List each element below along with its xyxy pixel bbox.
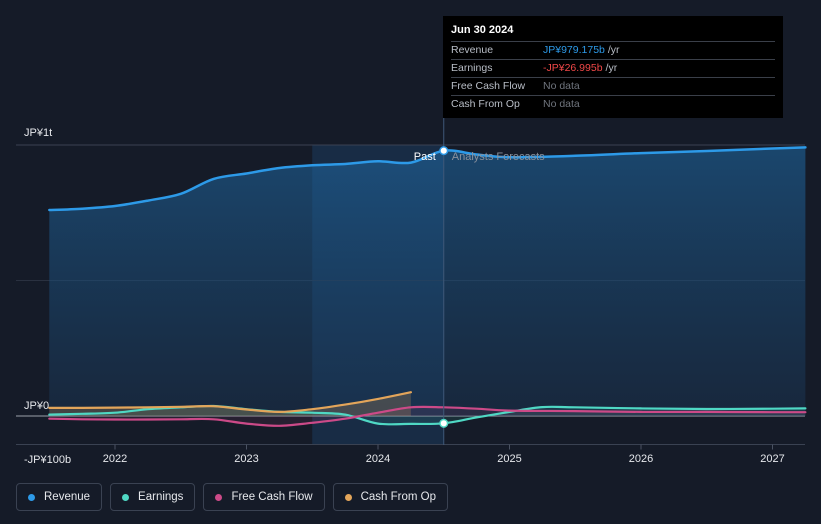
revenue-dot-icon xyxy=(28,493,35,501)
x-tick-label: 2023 xyxy=(234,453,258,465)
earnings-marker xyxy=(439,418,449,428)
legend-item-cash-from-op[interactable]: Cash From Op xyxy=(332,483,449,511)
tooltip-row-revenue: Revenue JP¥979.175b /yr xyxy=(451,41,775,59)
y-axis-labels: JP¥1t JP¥0 -JP¥100b xyxy=(24,127,71,466)
series-areas xyxy=(49,147,806,426)
tooltip-value: No data xyxy=(543,80,580,92)
legend-item-earnings[interactable]: Earnings xyxy=(110,483,196,511)
tooltip-unit: /yr xyxy=(607,44,620,56)
series-lines xyxy=(48,146,807,427)
x-tick-label: 2024 xyxy=(366,453,390,465)
tooltip-value: -JP¥26.995b xyxy=(543,62,603,74)
tooltip-label: Free Cash Flow xyxy=(451,80,526,92)
x-tick-label: 2027 xyxy=(760,453,784,465)
earnings-dot-icon xyxy=(122,493,130,501)
cash-from-op-dot-icon xyxy=(344,493,352,501)
past-label: Past xyxy=(414,151,436,163)
hover-markers xyxy=(439,146,449,428)
y-tick-label: -JP¥100b xyxy=(24,454,71,466)
legend-label: Cash From Op xyxy=(360,491,437,503)
tooltip-value: JP¥979.175b xyxy=(543,44,605,56)
x-tick-label: 2022 xyxy=(103,453,127,465)
legend-label: Earnings xyxy=(138,491,184,503)
legend-item-free-cash-flow[interactable]: Free Cash Flow xyxy=(203,483,325,511)
cash-from-op-line xyxy=(48,391,412,414)
tooltip-value: No data xyxy=(543,98,580,110)
revenue-line xyxy=(48,146,807,212)
tooltip-label: Earnings xyxy=(451,62,493,74)
tooltip-label: Revenue xyxy=(451,44,494,56)
y-tick-label: JP¥1t xyxy=(24,127,52,139)
legend: Revenue Earnings Free Cash Flow Cash Fro… xyxy=(16,483,449,511)
tooltip-row-cash-from-op: Cash From Op No data xyxy=(451,95,775,113)
x-tick-label: 2025 xyxy=(497,453,521,465)
earnings-line xyxy=(48,404,807,426)
tooltip-date: Jun 30 2024 xyxy=(451,24,514,36)
tooltip-row-earnings: Earnings -JP¥26.995b /yr xyxy=(451,59,775,77)
tooltip-unit: /yr xyxy=(605,62,618,74)
x-axis-labels: 2022 2023 2024 2025 2026 2027 xyxy=(103,444,785,465)
revenue-marker xyxy=(439,146,449,156)
tooltip-row-free-cash-flow: Free Cash Flow No data xyxy=(451,77,775,95)
y-tick-label: JP¥0 xyxy=(24,400,49,412)
revenue-area xyxy=(49,147,806,416)
legend-item-revenue[interactable]: Revenue xyxy=(16,483,103,511)
legend-label: Free Cash Flow xyxy=(231,491,313,503)
legend-label: Revenue xyxy=(44,491,91,503)
tooltip-label: Cash From Op xyxy=(451,98,520,110)
tooltip: Jun 30 2024 Revenue JP¥979.175b /yr Earn… xyxy=(443,16,783,118)
free-cash-flow-line xyxy=(48,405,807,427)
x-tick-label: 2026 xyxy=(629,453,653,465)
free-cash-flow-dot-icon xyxy=(215,493,223,501)
forecast-label: Analysts Forecasts xyxy=(452,151,545,163)
free-cash-flow-area xyxy=(49,406,806,426)
